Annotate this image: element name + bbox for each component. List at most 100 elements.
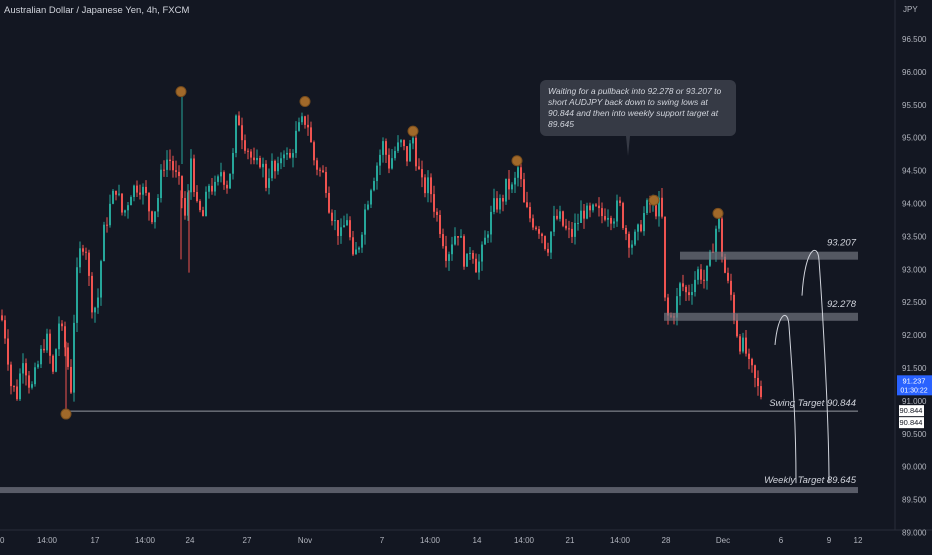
candle (322, 170, 324, 173)
candle (262, 163, 264, 168)
y-tick-label: 91.500 (902, 364, 927, 373)
candle (595, 204, 597, 206)
candle (49, 333, 51, 356)
y-tick-label: 92.000 (902, 331, 927, 340)
candle (46, 333, 48, 351)
y-tick-label: 94.000 (902, 200, 927, 209)
candle (373, 181, 375, 191)
candle (289, 152, 291, 158)
candle (403, 140, 405, 147)
candle (169, 159, 171, 162)
candle (520, 167, 522, 180)
candle (214, 181, 216, 192)
candle (340, 227, 342, 236)
candle (112, 190, 114, 204)
candle (463, 236, 465, 267)
candle (307, 124, 309, 128)
candle (292, 153, 294, 158)
candle (199, 201, 201, 211)
candle (382, 141, 384, 155)
candle (331, 212, 333, 221)
annotation-callout: Waiting for a pullback into 92.278 or 93… (540, 80, 736, 156)
candle (544, 236, 546, 249)
candle (184, 198, 186, 216)
candle (58, 323, 60, 350)
candle (391, 158, 393, 169)
y-axis-unit: JPY (903, 5, 918, 14)
x-tick-label: 14:00 (514, 536, 535, 545)
candle (247, 150, 249, 152)
candle (577, 222, 579, 224)
candle (82, 248, 84, 252)
candle (94, 307, 96, 313)
swing-marker (407, 125, 419, 137)
candle (376, 165, 378, 182)
x-tick-label: 28 (662, 536, 671, 545)
zone-label: 93.207 (827, 238, 857, 249)
x-tick-label: Nov (298, 536, 312, 545)
candle (358, 247, 360, 250)
candle (361, 234, 363, 248)
y-tick-label: 92.500 (902, 298, 927, 307)
candle (454, 236, 456, 245)
zone-label: 92.278 (827, 299, 857, 310)
candle (61, 323, 63, 327)
swing-marker (648, 194, 660, 206)
candle (439, 214, 441, 235)
candle (592, 204, 594, 211)
candle (346, 220, 348, 226)
candle (472, 252, 474, 259)
candle (682, 283, 684, 287)
candle (757, 377, 759, 387)
candle (637, 224, 639, 232)
candle (526, 202, 528, 207)
candle (124, 210, 126, 213)
candle (325, 172, 327, 193)
candle (205, 191, 207, 217)
candle (568, 228, 570, 230)
candle (166, 159, 168, 170)
candle (310, 127, 312, 143)
candle (301, 116, 303, 123)
candle (55, 349, 57, 372)
candle (28, 375, 30, 388)
candle (511, 184, 513, 190)
candle (130, 197, 132, 206)
candle (343, 225, 345, 228)
candle (379, 154, 381, 166)
resistance-zone (680, 251, 858, 260)
candle (31, 384, 33, 388)
candle (430, 177, 432, 195)
chart-title: Australian Dollar / Japanese Yen, 4h, FX… (4, 5, 190, 16)
candle (406, 146, 408, 162)
candle (133, 185, 135, 198)
level-tag-value: 90.844 (900, 406, 923, 415)
candle (52, 355, 54, 372)
candle (196, 192, 198, 202)
x-tick-label: 14:00 (37, 536, 58, 545)
candle (334, 220, 336, 222)
candle (661, 197, 663, 217)
candle (628, 233, 630, 248)
candle (643, 213, 645, 232)
candle (634, 231, 636, 245)
candle (433, 194, 435, 212)
x-tick-label: 21 (566, 536, 575, 545)
candle (688, 292, 690, 296)
candle (211, 185, 213, 192)
candle (466, 253, 468, 267)
candle (754, 365, 756, 378)
candle (571, 228, 573, 237)
candle (694, 279, 696, 293)
candle (19, 373, 21, 400)
candle (100, 261, 102, 298)
candle (364, 209, 366, 235)
candle (514, 177, 516, 185)
x-tick-label: 14:00 (420, 536, 441, 545)
candle (286, 152, 288, 155)
candle (127, 205, 129, 211)
candle (277, 163, 279, 172)
candle (256, 157, 258, 161)
x-tick-label: Dec (716, 536, 730, 545)
